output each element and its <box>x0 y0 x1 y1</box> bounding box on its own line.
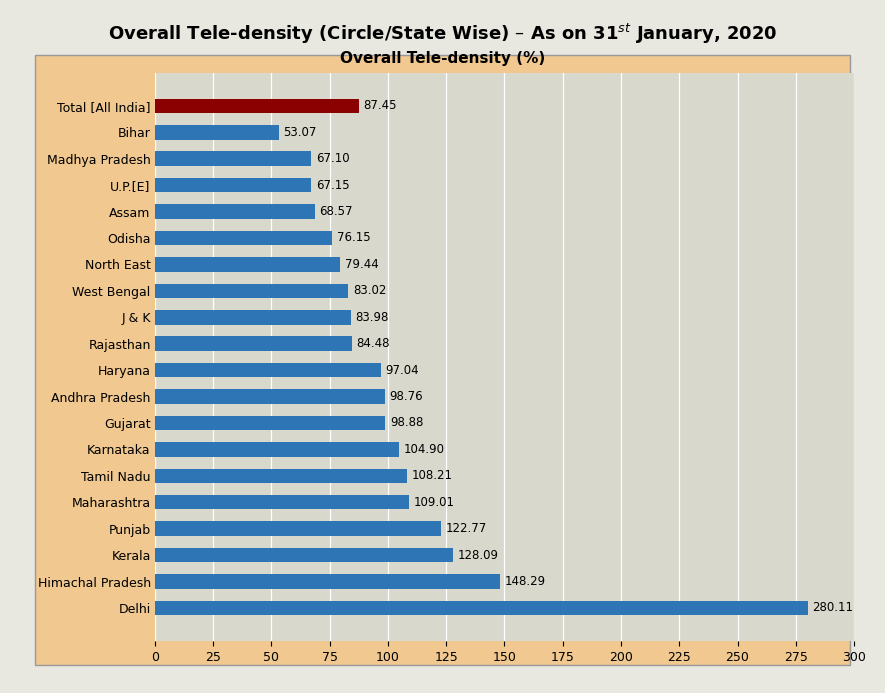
Bar <box>155 231 333 245</box>
Text: 109.01: 109.01 <box>413 495 455 509</box>
Text: 83.02: 83.02 <box>353 284 387 297</box>
Text: 108.21: 108.21 <box>412 469 453 482</box>
Bar <box>155 204 315 219</box>
Text: 97.04: 97.04 <box>386 364 419 376</box>
Text: 67.15: 67.15 <box>316 179 350 192</box>
Text: Overall Tele-density (Circle/State Wise) – As on 31$^{st}$ January, 2020: Overall Tele-density (Circle/State Wise)… <box>108 22 777 46</box>
Text: 98.88: 98.88 <box>390 416 423 430</box>
Bar <box>155 601 808 615</box>
Text: 128.09: 128.09 <box>458 549 499 561</box>
Bar <box>155 389 385 404</box>
Bar <box>155 363 381 378</box>
Bar <box>155 310 350 324</box>
Text: 76.15: 76.15 <box>337 231 371 245</box>
Bar <box>155 468 407 483</box>
Text: 104.90: 104.90 <box>404 443 445 456</box>
Bar <box>155 416 385 430</box>
Bar <box>155 442 399 457</box>
Text: 148.29: 148.29 <box>505 575 546 588</box>
Text: 68.57: 68.57 <box>319 205 353 218</box>
Bar <box>155 125 279 139</box>
Bar <box>155 283 349 298</box>
Bar <box>155 495 409 509</box>
Bar <box>155 152 312 166</box>
Bar <box>155 521 441 536</box>
Text: 53.07: 53.07 <box>283 126 317 139</box>
Text: 87.45: 87.45 <box>364 99 396 112</box>
Text: 98.76: 98.76 <box>389 390 423 403</box>
Text: 67.10: 67.10 <box>316 152 350 165</box>
Text: Overall Tele-density (%): Overall Tele-density (%) <box>340 51 545 67</box>
Text: 122.77: 122.77 <box>446 522 487 535</box>
Bar <box>155 98 358 113</box>
Bar <box>155 178 312 193</box>
Text: 83.98: 83.98 <box>355 310 389 324</box>
Bar <box>155 336 351 351</box>
Bar <box>155 574 500 589</box>
Text: 84.48: 84.48 <box>357 337 390 350</box>
Text: 79.44: 79.44 <box>344 258 379 271</box>
Bar <box>155 547 453 562</box>
Text: 280.11: 280.11 <box>812 602 853 615</box>
Bar <box>155 257 340 272</box>
